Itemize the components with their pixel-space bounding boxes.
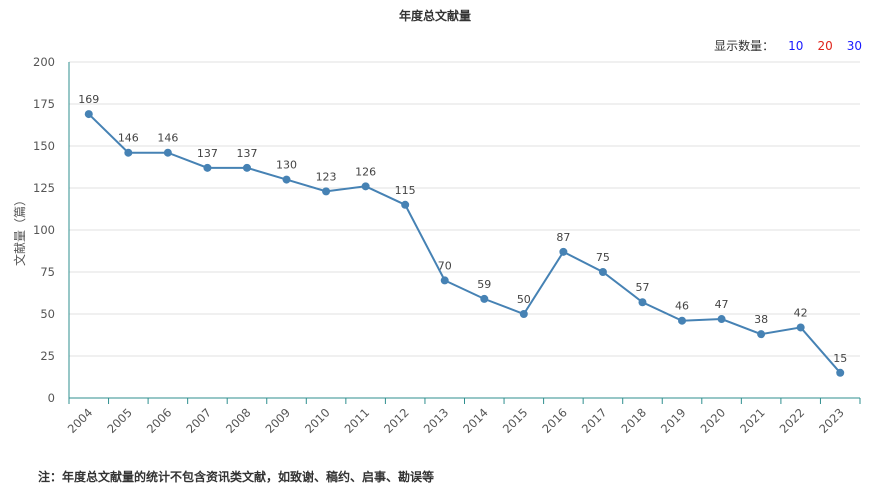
data-point [242, 163, 251, 172]
x-tick-label: 2023 [816, 405, 847, 436]
y-tick-label: 50 [40, 307, 55, 321]
x-tick-label: 2021 [737, 405, 768, 436]
data-label: 59 [477, 278, 491, 291]
grid-lines [69, 61, 860, 357]
series-line [88, 113, 841, 374]
data-labels: 169 146 146 137 137 130 123 126 115 70 59 50 87 75 57 4… [78, 93, 847, 365]
x-tick-label: 2007 [183, 405, 214, 436]
data-point [322, 187, 331, 196]
data-point [84, 110, 93, 119]
chart-title: 年度总文献量 [398, 9, 471, 23]
x-tick-label: 2005 [104, 405, 135, 436]
data-label: 70 [438, 259, 452, 272]
x-tick-label: 2012 [381, 405, 412, 436]
data-point [757, 330, 766, 339]
y-tick-label: 150 [33, 139, 55, 153]
data-label: 169 [78, 93, 99, 106]
y-axis-ticks: 0 25 50 75 100 125 150 175 200 [33, 55, 55, 405]
x-tick-label: 2017 [579, 405, 610, 436]
x-tick-label: 2015 [500, 405, 531, 436]
data-label: 75 [596, 251, 610, 264]
data-label: 87 [556, 231, 570, 244]
x-tick-label: 2013 [421, 405, 452, 436]
data-label: 57 [635, 281, 649, 294]
data-label: 38 [754, 313, 768, 326]
data-points [84, 110, 845, 377]
data-label: 47 [715, 298, 729, 311]
data-point [124, 148, 133, 157]
x-axis-ticks: 2004 2005 2006 2007 2008 2009 2010 2011 2012 2013… [65, 405, 847, 436]
display-count-option-30[interactable]: 30 [846, 38, 862, 53]
data-label: 42 [794, 306, 808, 319]
x-tick-label: 2009 [263, 405, 294, 436]
x-tick-label: 2018 [618, 405, 649, 436]
data-point [163, 148, 172, 157]
y-tick-label: 100 [33, 223, 55, 237]
data-point [401, 200, 410, 209]
data-label: 146 [118, 132, 139, 145]
data-label: 46 [675, 300, 689, 313]
y-tick-label: 200 [33, 55, 55, 69]
data-label: 115 [395, 184, 416, 197]
data-point [480, 294, 489, 303]
x-tick-label: 2006 [144, 405, 175, 436]
data-point [638, 298, 647, 307]
y-tick-label: 0 [48, 391, 55, 405]
y-axis-label: 文献量（篇） [12, 194, 27, 266]
y-tick-label: 175 [33, 97, 55, 111]
data-label: 126 [355, 165, 376, 178]
data-label: 50 [517, 293, 531, 306]
data-label: 123 [316, 170, 337, 183]
y-tick-label: 75 [40, 265, 55, 279]
data-point [836, 368, 845, 377]
data-label: 137 [236, 147, 257, 160]
display-count-selector: 显示数量： 10 20 30 [714, 37, 862, 54]
data-point [678, 316, 687, 325]
x-tick-label: 2014 [460, 405, 491, 436]
display-count-option-10[interactable]: 10 [788, 38, 804, 53]
data-point [717, 315, 726, 324]
x-tick-label: 2020 [698, 405, 729, 436]
x-tick-label: 2011 [342, 405, 373, 436]
data-point [598, 268, 607, 276]
data-point [282, 175, 291, 184]
data-point [519, 310, 528, 318]
series-line-layer [88, 113, 841, 374]
display-count-option-20[interactable]: 20 [817, 38, 833, 53]
data-point [440, 276, 449, 285]
data-point [361, 182, 370, 191]
x-tick-label: 2022 [777, 405, 808, 436]
data-point [203, 163, 212, 172]
x-tick-label: 2010 [302, 405, 333, 436]
x-tick-label: 2008 [223, 405, 254, 436]
axes [68, 62, 861, 404]
data-point [796, 323, 805, 332]
data-label: 137 [197, 147, 218, 160]
x-tick-label: 2004 [65, 405, 96, 436]
data-label: 15 [833, 352, 847, 365]
display-count-label: 显示数量： [714, 39, 775, 53]
y-tick-label: 125 [33, 181, 55, 195]
y-tick-label: 25 [40, 349, 55, 363]
x-tick-label: 2016 [539, 405, 570, 436]
x-tick-label: 2019 [658, 405, 689, 436]
footnote: 注：年度总文献量的统计不包含资讯类文献，如致谢、稿约、启事、勘误等 [38, 470, 435, 484]
data-label: 146 [157, 132, 178, 145]
data-point [559, 247, 568, 256]
data-label: 130 [276, 159, 297, 172]
